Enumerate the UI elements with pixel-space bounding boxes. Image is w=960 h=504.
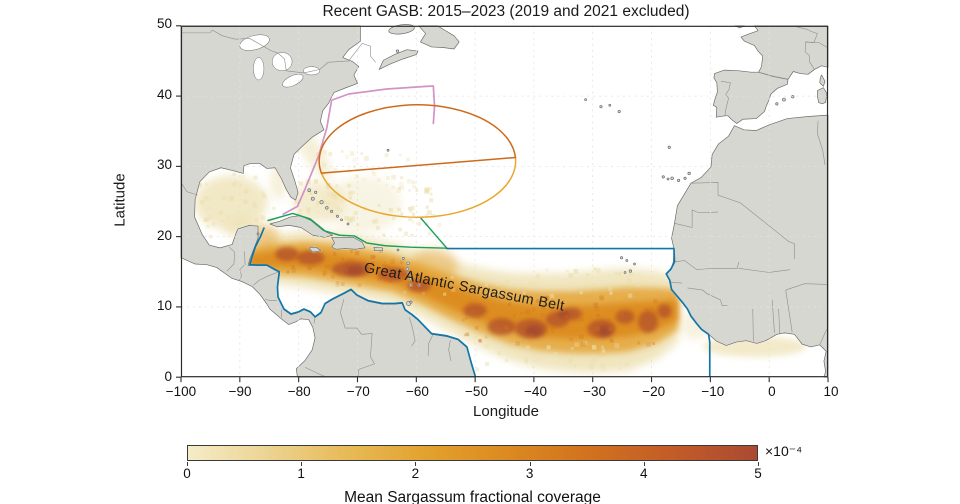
y-axis-label: Latitude: [111, 173, 129, 227]
x-tick-label: −60: [405, 384, 429, 399]
x-tick-label: −10: [701, 384, 725, 399]
x-tick-label: −50: [465, 384, 488, 399]
y-tick-label: 0: [164, 369, 172, 384]
colorbar-tick: [187, 462, 188, 466]
colorbar-tick: [415, 462, 417, 466]
y-tick-label: 30: [156, 157, 172, 173]
colorbar-tick: [643, 462, 645, 466]
colorbar: [187, 445, 758, 461]
y-tick-label: 10: [156, 298, 172, 314]
colorbar-tick-label: 0: [183, 466, 191, 481]
y-tick-label: 20: [156, 227, 172, 243]
colorbar-tick-label: 1: [297, 466, 305, 481]
colorbar-tick-label: 5: [754, 466, 762, 481]
x-axis-label: Longitude: [473, 403, 539, 420]
colorbar-tick-label: 3: [525, 466, 534, 481]
x-tick-label: 10: [823, 384, 839, 399]
x-tick-label: 0: [768, 384, 776, 399]
map-svg: Great Atlantic Sargassum Belt: [176, 22, 829, 383]
colorbar-multiplier: ×10⁻⁴: [765, 443, 803, 459]
colorbar-tick-label: 2: [411, 466, 420, 481]
x-tick-label: −30: [583, 384, 607, 399]
y-tick-label: 50: [156, 16, 172, 31]
x-tick-label: −90: [228, 384, 252, 399]
x-tick-label: −100: [165, 384, 197, 399]
y-tick-label: 40: [156, 86, 172, 102]
x-tick-label: −40: [524, 384, 547, 399]
map-plot: Great Atlantic Sargassum Belt: [176, 22, 831, 383]
x-tick-label: −20: [642, 384, 666, 399]
x-tick-label: −70: [346, 384, 370, 399]
colorbar-tick: [301, 462, 303, 466]
x-tick-label: −80: [287, 384, 311, 399]
colorbar-tick-label: 4: [640, 466, 648, 481]
colorbar-tick: [758, 462, 759, 466]
figure-title: Recent GASB: 2015–2023 (2019 and 2021 ex…: [322, 3, 690, 20]
colorbar-label: Mean Sargassum fractional coverage: [344, 489, 601, 504]
colorbar-tick: [529, 462, 531, 466]
